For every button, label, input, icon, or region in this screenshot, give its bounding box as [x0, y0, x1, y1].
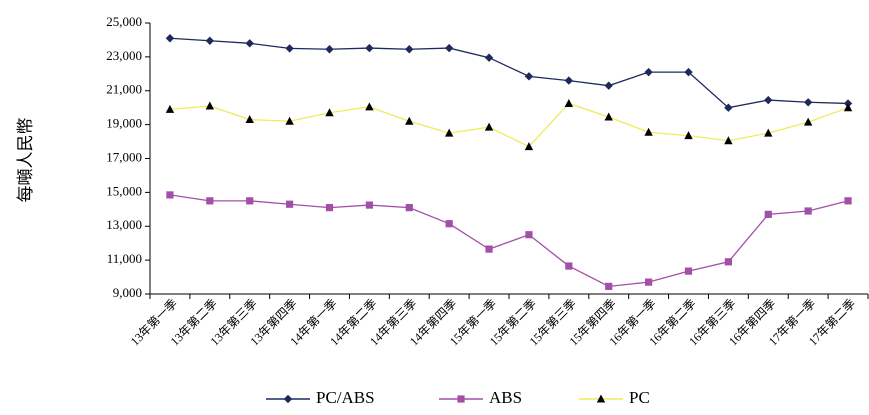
- data-point: [764, 95, 773, 105]
- series-line: [169, 194, 849, 288]
- y-tick-label: 9,000: [113, 285, 142, 300]
- data-point: [724, 136, 733, 145]
- data-point: [524, 72, 534, 81]
- data-point: [525, 231, 533, 239]
- data-point: [844, 197, 852, 205]
- data-point: [365, 102, 374, 111]
- data-point: [285, 116, 294, 125]
- series-pc: [165, 98, 853, 151]
- data-point: [604, 81, 613, 90]
- data-point: [325, 204, 334, 212]
- y-tick-label: 13,000: [106, 217, 142, 232]
- axes: 9,000 11,000 13,000 15,000 17,000 19,000 21,00…: [106, 14, 869, 349]
- y-tick-label: 25,000: [106, 14, 142, 29]
- data-point: [286, 200, 294, 208]
- data-point: [684, 131, 693, 140]
- legend-item: PC: [579, 388, 650, 407]
- legend-marker: [283, 394, 293, 404]
- y-axis-label: 每噸人民幣: [16, 118, 36, 203]
- data-point: [724, 103, 733, 112]
- data-point: [285, 44, 294, 53]
- legend-label: PC: [629, 388, 650, 407]
- data-point: [605, 282, 613, 290]
- data-point: [804, 207, 812, 215]
- data-point: [245, 39, 254, 48]
- data-point: [803, 117, 813, 126]
- data-point: [644, 127, 653, 136]
- data-point: [206, 197, 214, 205]
- y-tick-label: 21,000: [106, 82, 142, 97]
- series-pc-abs: [165, 34, 853, 112]
- legend-marker: [457, 395, 465, 403]
- data-point: [484, 53, 494, 62]
- data-point: [166, 191, 174, 199]
- data-point: [205, 101, 215, 110]
- data-point: [684, 67, 693, 77]
- data-point: [365, 43, 374, 53]
- legend-marker: [596, 394, 606, 403]
- data-point: [565, 262, 573, 270]
- data-point: [205, 36, 215, 45]
- data-point: [764, 210, 772, 218]
- data-point: [803, 98, 813, 107]
- y-tick-label: 19,000: [106, 116, 142, 131]
- data-point: [644, 67, 653, 77]
- data-point: [485, 245, 493, 253]
- data-point: [484, 122, 494, 131]
- y-tick-label: 15,000: [106, 183, 142, 198]
- y-tick-label: 17,000: [106, 149, 142, 164]
- data-point: [165, 34, 175, 43]
- series-abs: [166, 191, 852, 290]
- data-point: [445, 220, 453, 228]
- data-point: [564, 98, 574, 107]
- data-point: [843, 103, 853, 112]
- data-point: [325, 45, 334, 54]
- data-point: [165, 104, 175, 113]
- data-point: [645, 278, 653, 286]
- data-point: [524, 142, 534, 151]
- legend-label: ABS: [489, 388, 522, 407]
- data-point: [246, 197, 254, 205]
- y-tick-label: 23,000: [106, 48, 142, 63]
- data-point: [245, 115, 254, 124]
- data-point: [365, 201, 373, 209]
- data-point: [405, 45, 414, 54]
- legend: PC/ABS ABS PC: [266, 388, 650, 407]
- data-point: [764, 128, 773, 137]
- data-point: [684, 267, 693, 275]
- data-point: [604, 112, 613, 121]
- data-point: [444, 43, 454, 53]
- legend-item: PC/ABS: [266, 388, 375, 407]
- series-line: [169, 37, 849, 109]
- series-line: [169, 102, 849, 148]
- legend-label: PC/ABS: [316, 388, 375, 407]
- series-layer: [165, 34, 853, 290]
- data-point: [325, 108, 334, 117]
- legend-item: ABS: [439, 388, 522, 407]
- data-point: [405, 204, 413, 212]
- data-point: [444, 128, 454, 137]
- data-point: [405, 116, 414, 125]
- data-point: [564, 76, 574, 85]
- data-point: [724, 258, 732, 266]
- y-tick-label: 11,000: [107, 251, 142, 266]
